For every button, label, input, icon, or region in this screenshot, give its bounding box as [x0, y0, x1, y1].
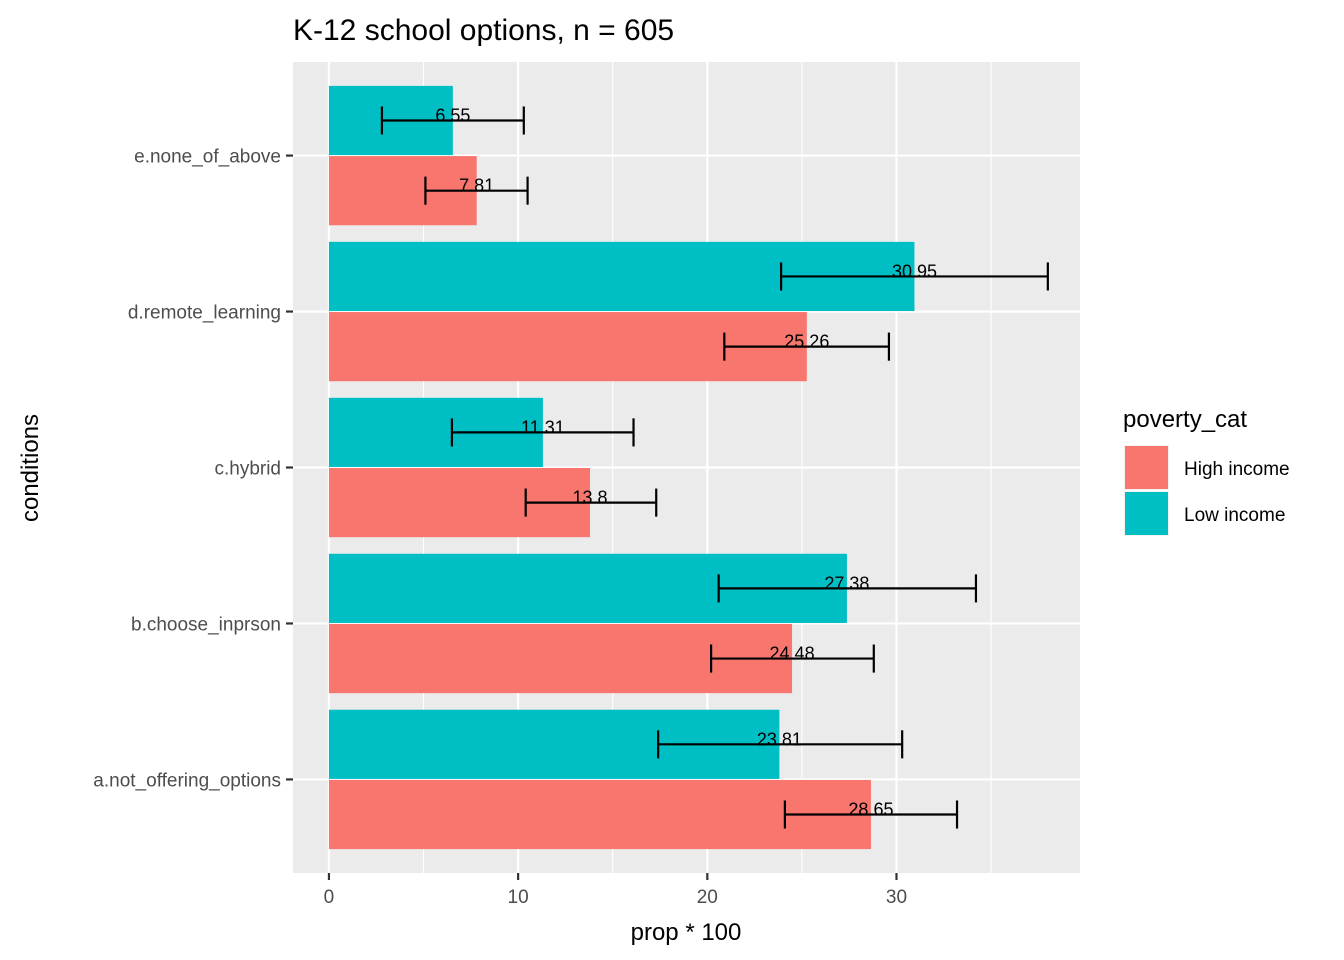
y-tick-label: e.none_of_above: [134, 147, 281, 168]
data-label-e-none-of-above-low-income: 6.55: [435, 105, 470, 125]
y-tick-label: d.remote_learning: [128, 303, 281, 324]
y-axis: a.not_offering_options b.choose_inprson c.…: [93, 147, 293, 791]
x-tick-label: 10: [508, 887, 529, 908]
data-label-c-hybrid-low-income: 11.31: [521, 417, 565, 437]
data-labels: 28.65 24.48 13.8 25.26 7.81 23.81 27.38 11.31 30…: [435, 105, 937, 819]
error-bars: [380, 106, 1049, 829]
y-tick-label: c.hybrid: [214, 459, 281, 480]
y-axis-title: conditions: [17, 414, 44, 522]
data-label-e-none-of-above-high-income: 7.81: [459, 176, 494, 196]
x-tick-label: 20: [697, 887, 718, 908]
legend-swatch-low-income: [1125, 492, 1168, 535]
data-label-d-remote-learning-high-income: 25.26: [784, 332, 829, 352]
data-label-b-choose-inprson-low-income: 27.38: [824, 573, 869, 593]
data-label-d-remote-learning-low-income: 30.95: [892, 261, 937, 281]
data-label-a-not-offering-options-low-income: 23.81: [757, 729, 802, 749]
chart-title: K-12 school options, n = 605: [293, 14, 674, 47]
x-tick-label: 0: [324, 887, 335, 908]
data-label-a-not-offering-options-high-income: 28.65: [848, 800, 893, 820]
legend: poverty_cat High income Low income: [1123, 406, 1290, 536]
data-label-b-choose-inprson-high-income: 24.48: [770, 644, 815, 664]
x-axis: 0 10 20 30: [324, 873, 907, 908]
y-tick-label: b.choose_inprson: [131, 614, 281, 635]
y-tick-label: a.not_offering_options: [93, 770, 281, 791]
legend-label-low-income: Low income: [1184, 505, 1285, 526]
legend-title: poverty_cat: [1123, 406, 1247, 433]
data-label-c-hybrid-high-income: 13.8: [572, 488, 607, 508]
x-axis-title: prop * 100: [631, 919, 742, 946]
x-tick-label: 30: [886, 887, 907, 908]
bar-a-not-offering-options-high-income: [328, 779, 871, 850]
legend-swatch-high-income: [1125, 446, 1168, 489]
legend-label-high-income: High income: [1184, 459, 1290, 480]
